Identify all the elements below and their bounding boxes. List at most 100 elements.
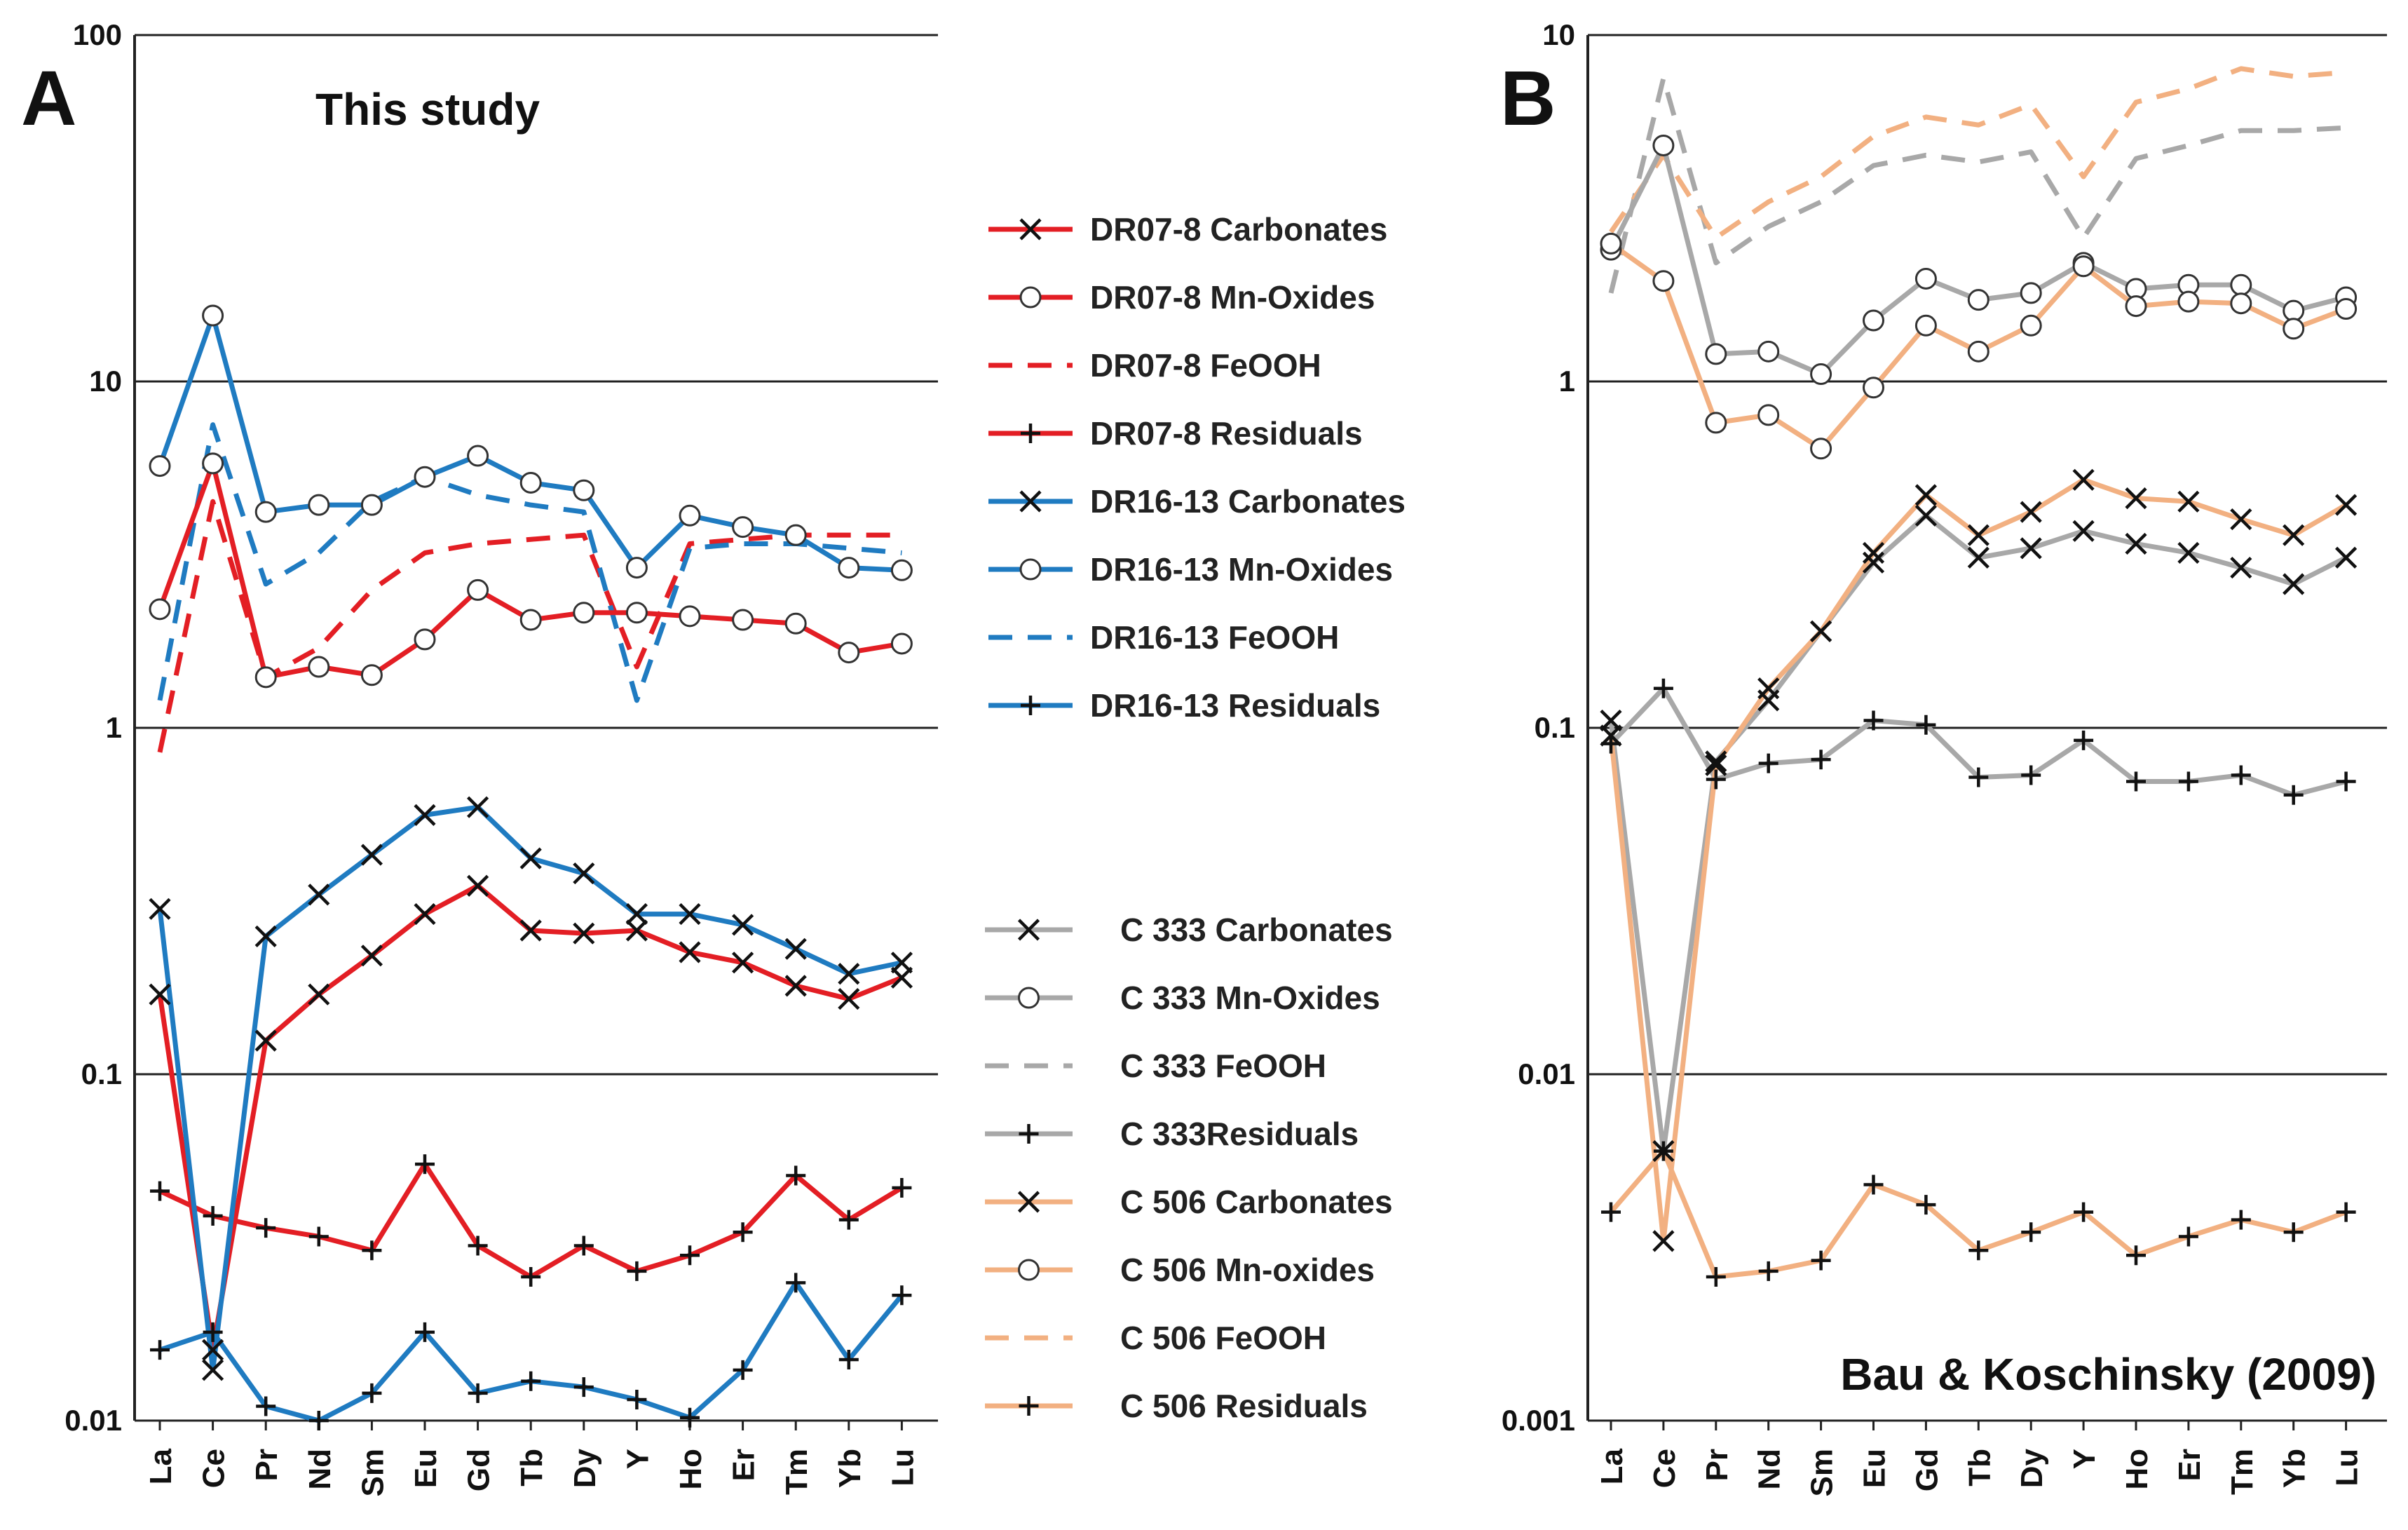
marker-c-333-carbonates — [2125, 532, 2147, 555]
panel-a-y-tick-label: 100 — [73, 18, 122, 51]
marker-dr07-8-residuals — [892, 1177, 912, 1198]
marker-dr16-13-mn-oxides — [838, 557, 860, 579]
marker-c-506-mn-oxides — [2072, 255, 2095, 278]
marker-c-333residuals — [1706, 769, 1726, 790]
marker-dr16-13-carbonates — [519, 847, 542, 869]
marker-c-333-carbonates — [2020, 537, 2042, 560]
marker-dr16-13-carbonates — [254, 925, 277, 948]
marker-c-506-carbonates — [2020, 501, 2042, 523]
legend-marker-c-506-mn-oxides — [1018, 1259, 1040, 1281]
panel-a: 100 10 1 0.1 0.01 La Ce Pr Nd Sm Eu Gd Tb Dy Y Ho Er Tm Y… — [21, 18, 1406, 1496]
panel-a-x-tick-label: Eu — [409, 1449, 443, 1488]
marker-dr07-8-carbonates — [360, 945, 383, 967]
marker-c-333-mn-oxides — [2283, 299, 2305, 322]
panel-b-x-tick-label: La — [1595, 1448, 1629, 1484]
marker-dr07-8-carbonates — [732, 952, 754, 974]
marker-dr16-13-carbonates — [360, 844, 383, 866]
marker-dr07-8-residuals — [573, 1235, 594, 1256]
series-line-c-506-feooh — [1609, 66, 2346, 241]
marker-c-333residuals — [2178, 771, 2198, 792]
panel-a-x-tick-label: Gd — [462, 1449, 496, 1491]
marker-c-506-carbonates — [2335, 494, 2358, 516]
marker-c-506-carbonates — [2072, 468, 2095, 491]
series-line-dr07-8-feooh — [157, 499, 902, 753]
panel-b-x-tick-label: Tb — [1962, 1449, 1997, 1487]
marker-dr07-8-residuals — [468, 1235, 488, 1256]
marker-dr07-8-residuals — [733, 1222, 753, 1243]
marker-c-333residuals — [2231, 765, 2251, 785]
marker-c-333-carbonates — [1967, 546, 1989, 569]
marker-dr16-13-residuals — [468, 1383, 488, 1403]
panel-a-y-tick-labels: 100 10 1 0.1 0.01 — [64, 18, 122, 1437]
legend-label-dr16-13-mn-oxides: DR16-13 Mn-Oxides — [1090, 551, 1393, 588]
legend-label-dr16-13-carbonates: DR16-13 Carbonates — [1090, 483, 1406, 520]
marker-c-333residuals — [2336, 771, 2356, 792]
legend-label-c-333-carbonates: C 333 Carbonates — [1120, 912, 1393, 948]
marker-dr07-8-mn-oxides — [149, 598, 171, 621]
panel-b-y-tick-label: 1 — [1559, 365, 1575, 398]
legend-label-dr16-13-feooh: DR16-13 FeOOH — [1090, 619, 1339, 656]
marker-dr16-13-residuals — [627, 1390, 647, 1410]
marker-c-333residuals — [1811, 750, 1831, 770]
legend-marker-c-506-residuals — [1019, 1396, 1039, 1416]
marker-dr07-8-residuals — [203, 1206, 223, 1226]
marker-c-333residuals — [2283, 785, 2304, 805]
marker-dr16-13-carbonates — [625, 902, 648, 926]
panel-b-x-tick-label: Ho — [2120, 1449, 2154, 1490]
marker-c-333-mn-oxides — [1705, 343, 1727, 365]
marker-c-333-mn-oxides — [1810, 363, 1832, 386]
marker-c-506-carbonates — [1862, 541, 1885, 564]
marker-c-506-mn-oxides — [1914, 314, 1937, 337]
marker-dr07-8-mn-oxides — [414, 628, 436, 651]
marker-dr07-8-carbonates — [254, 1029, 277, 1052]
marker-dr16-13-mn-oxides — [202, 304, 224, 327]
marker-c-506-carbonates — [1652, 1230, 1675, 1252]
marker-dr16-13-mn-oxides — [467, 445, 489, 467]
marker-c-333residuals — [2021, 765, 2041, 785]
panel-a-x-tick-label: Tb — [515, 1449, 549, 1487]
marker-c-506-carbonates — [1600, 724, 1622, 747]
marker-dr16-13-mn-oxides — [573, 479, 595, 501]
marker-dr16-13-residuals — [892, 1285, 912, 1306]
panel-a-gridlines — [133, 34, 938, 1430]
marker-c-506-carbonates — [1757, 677, 1780, 700]
marker-c-506-carbonates — [1705, 754, 1727, 776]
marker-dr16-13-carbonates — [732, 914, 754, 936]
marker-dr16-13-carbonates — [838, 963, 860, 985]
legend-marker-dr16-13-residuals — [1021, 696, 1040, 715]
marker-c-506-residuals — [1601, 1202, 1621, 1222]
panel-b-y-tick-label: 0.01 — [1518, 1057, 1575, 1090]
marker-c-333residuals — [1653, 678, 1673, 698]
marker-dr07-8-carbonates — [149, 983, 171, 1006]
panel-b-x-tick-label: Gd — [1910, 1449, 1944, 1491]
panel-b-y-tick-label: 0.1 — [1535, 711, 1575, 744]
marker-c-333-carbonates — [1705, 750, 1727, 773]
legend-marker-c-333-carbonates — [1017, 919, 1040, 941]
panel-b-letter: B — [1500, 55, 1556, 142]
legend-marker-c-506-carbonates — [1017, 1191, 1040, 1213]
marker-dr07-8-mn-oxides — [202, 452, 224, 475]
marker-c-506-carbonates — [1810, 620, 1832, 642]
panel-b-x-tick-label: Nd — [1753, 1449, 1787, 1490]
marker-dr16-13-residuals — [786, 1273, 806, 1293]
marker-dr07-8-mn-oxides — [573, 602, 595, 624]
panel-a-y-tick-label: 10 — [89, 365, 122, 398]
panel-a-x-tick-label: Yb — [833, 1449, 867, 1488]
panel-b-x-tick-label: Ce — [1647, 1449, 1682, 1488]
marker-c-333-mn-oxides — [1757, 340, 1780, 363]
marker-dr16-13-residuals — [203, 1322, 223, 1342]
marker-dr16-13-residuals — [680, 1407, 700, 1428]
marker-dr07-8-residuals — [521, 1267, 541, 1287]
series-line-c-506-carbonates — [1608, 477, 2349, 1244]
marker-dr16-13-carbonates — [414, 804, 436, 826]
marker-dr16-13-mn-oxides — [519, 471, 542, 494]
series-line-c-333-feooh — [1608, 76, 2346, 294]
marker-dr07-8-mn-oxides — [360, 664, 383, 686]
legend-marker-dr16-13-mn-oxides — [1019, 558, 1042, 581]
marker-dr16-13-carbonates — [784, 937, 807, 960]
marker-dr16-13-residuals — [362, 1383, 382, 1403]
marker-dr07-8-residuals — [150, 1181, 170, 1201]
marker-dr16-13-carbonates — [308, 884, 330, 906]
marker-dr07-8-mn-oxides — [519, 609, 542, 631]
marker-dr07-8-mn-oxides — [625, 602, 648, 624]
